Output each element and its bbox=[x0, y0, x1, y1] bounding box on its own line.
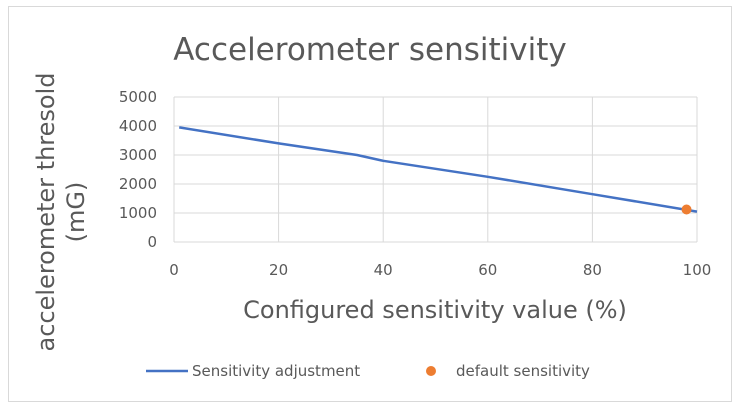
y-axis-label: accelerometer thresold (mG) bbox=[32, 73, 90, 352]
y-tick-label: 1000 bbox=[119, 204, 157, 222]
y-axis-label-line2: (mG) bbox=[62, 182, 90, 243]
y-tick-label: 0 bbox=[147, 233, 157, 251]
chart-title: Accelerometer sensitivity bbox=[173, 32, 567, 68]
x-tick-label: 0 bbox=[169, 261, 179, 279]
series-point-default-sensitivity bbox=[681, 204, 692, 215]
x-tick-label: 100 bbox=[683, 261, 712, 279]
y-axis-ticks: 0 1000 2000 3000 4000 5000 bbox=[119, 88, 157, 251]
x-axis-ticks: 0 20 40 60 80 100 bbox=[169, 261, 711, 279]
legend-dot-swatch bbox=[426, 366, 436, 376]
y-tick-label: 4000 bbox=[119, 117, 157, 135]
legend-label-sensitivity-adjustment: Sensitivity adjustment bbox=[192, 362, 360, 380]
y-tick-label: 3000 bbox=[119, 146, 157, 164]
grid bbox=[173, 96, 698, 243]
series-lines bbox=[179, 126, 698, 213]
y-tick-label: 5000 bbox=[119, 88, 157, 106]
x-tick-label: 20 bbox=[269, 261, 288, 279]
x-tick-label: 40 bbox=[374, 261, 393, 279]
legend-label-default-sensitivity: default sensitivity bbox=[456, 362, 590, 380]
y-axis-label-line1: accelerometer thresold bbox=[32, 73, 60, 352]
chart-frame bbox=[8, 6, 732, 402]
x-tick-label: 80 bbox=[583, 261, 602, 279]
x-axis-label: Configured sensitivity value (%) bbox=[243, 296, 627, 324]
series-points bbox=[681, 204, 692, 215]
x-tick-label: 60 bbox=[478, 261, 497, 279]
series-line-sensitivity-adjustment bbox=[179, 126, 698, 213]
legend: Sensitivity adjustment default sensitivi… bbox=[146, 362, 590, 380]
y-tick-label: 2000 bbox=[119, 175, 157, 193]
